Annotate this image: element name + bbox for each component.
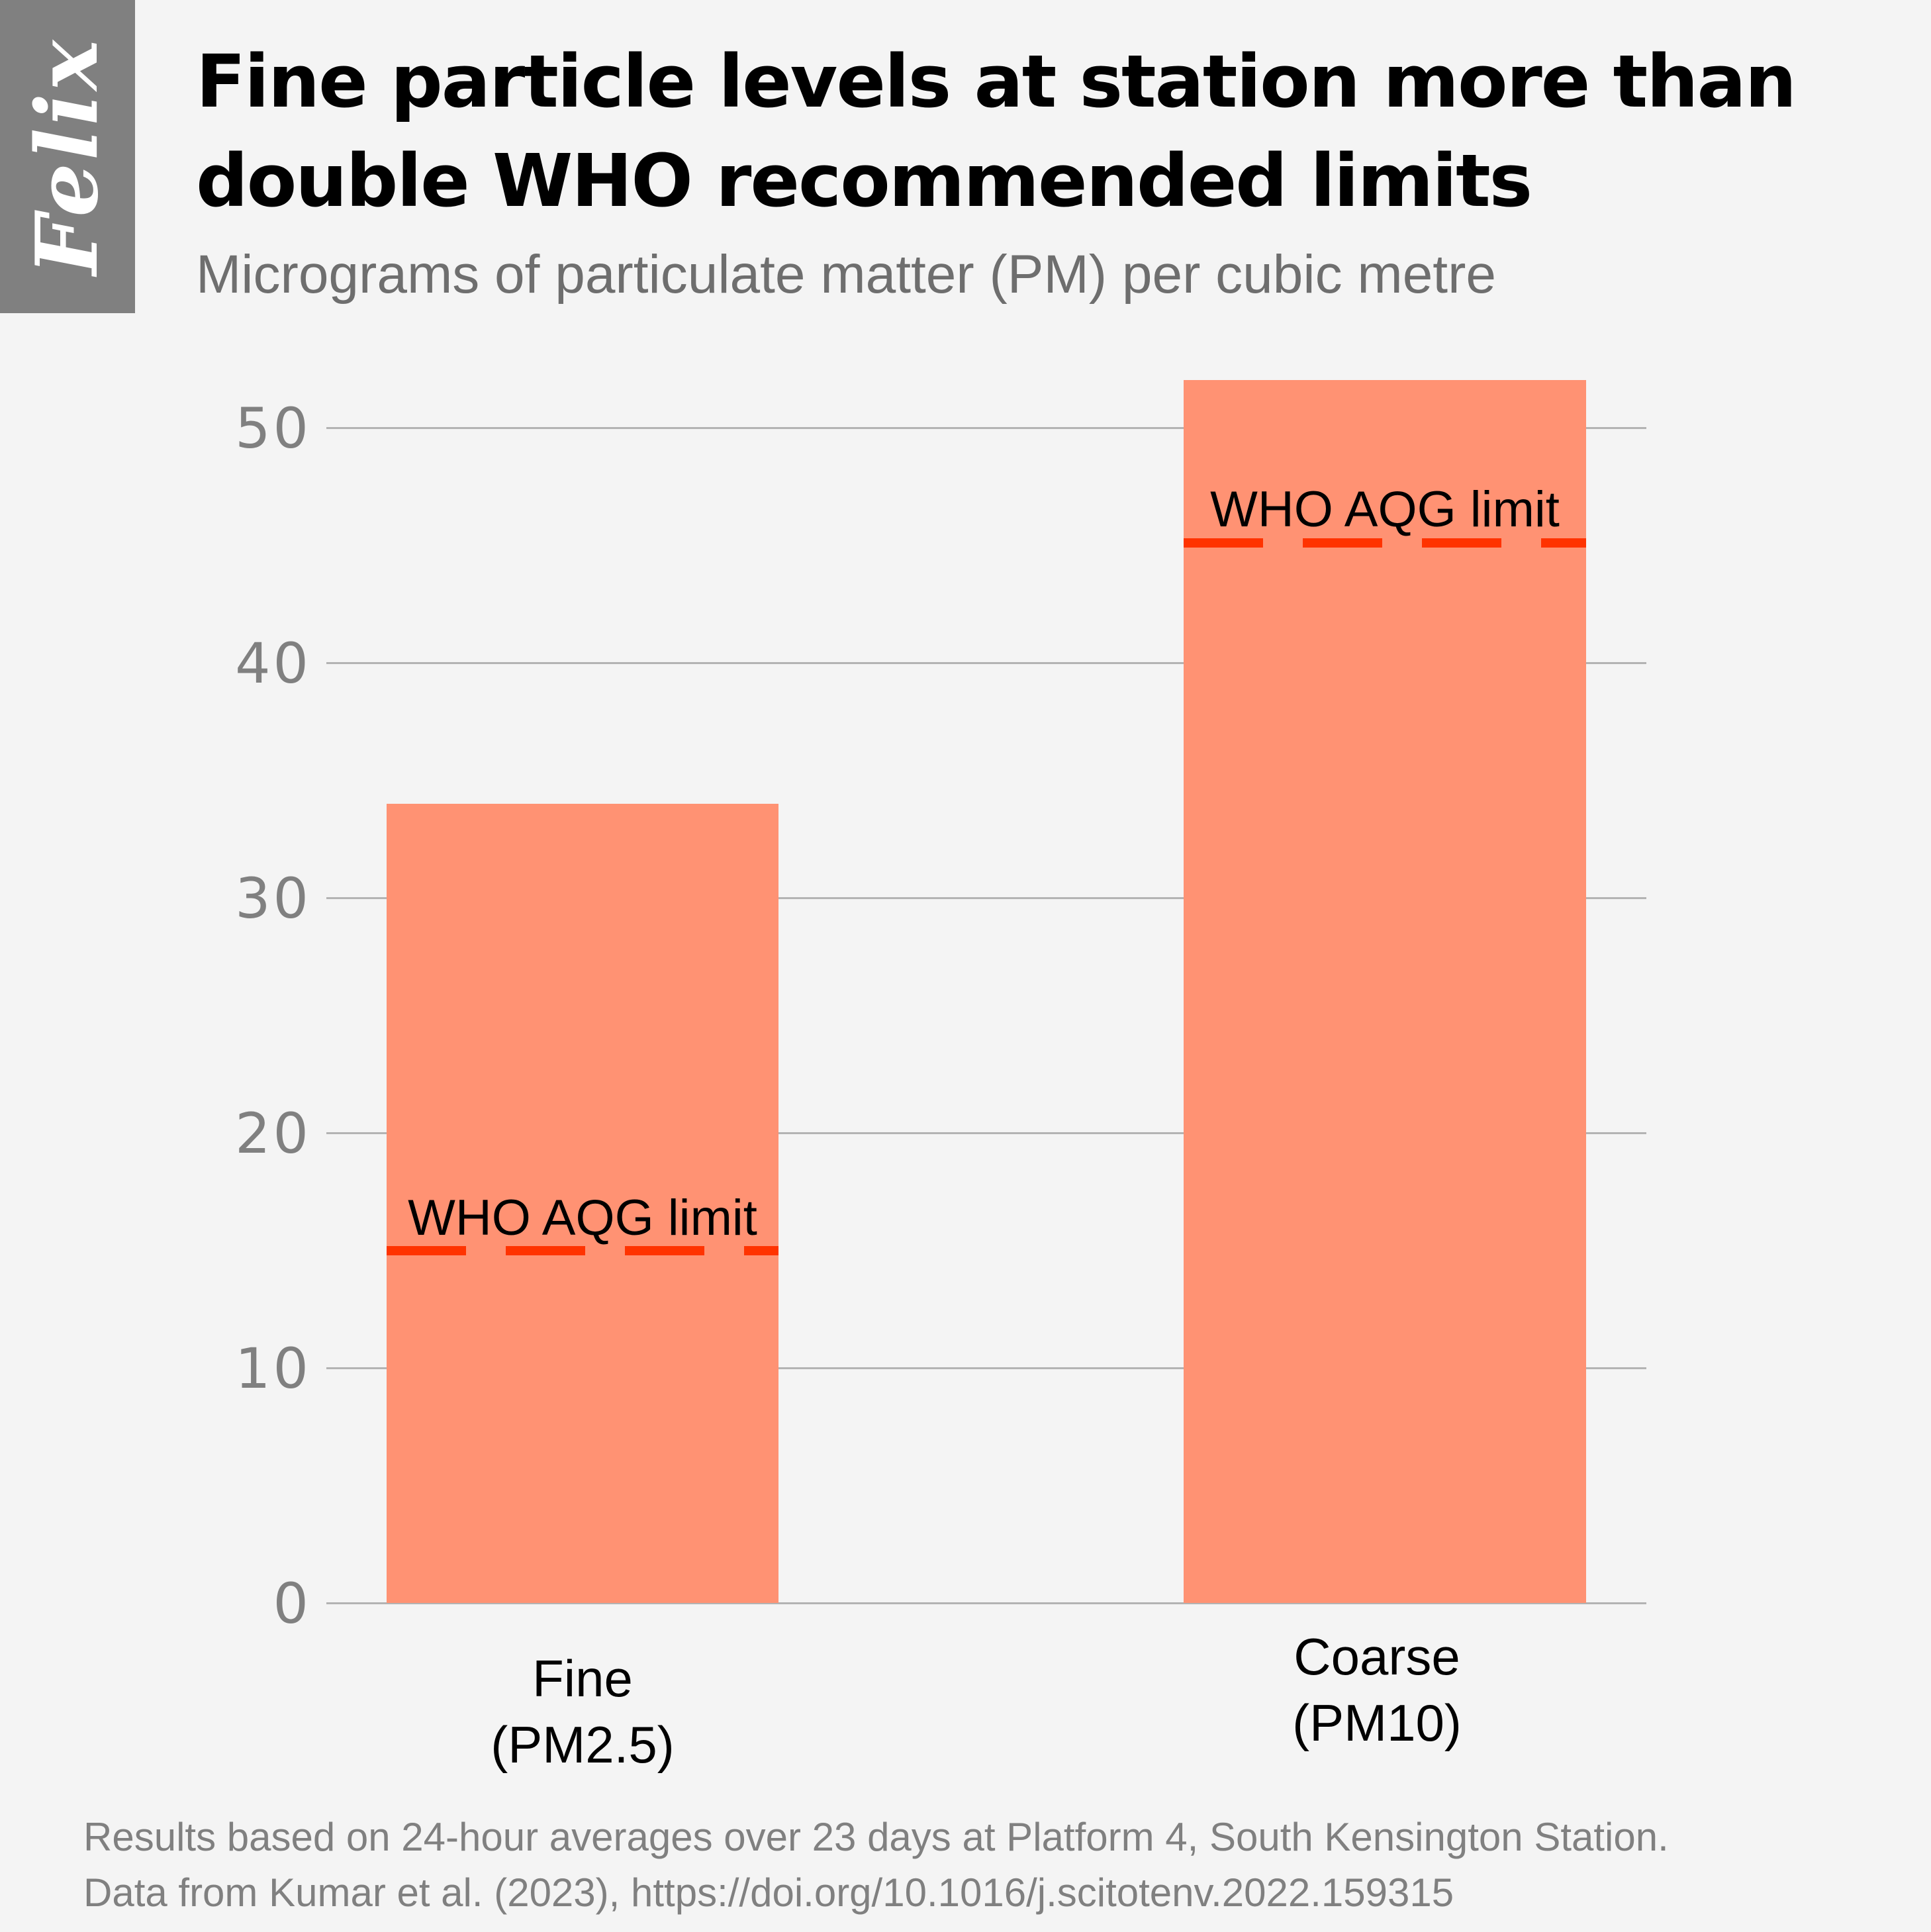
footer-source: Data from Kumar et al. (2023), https://d… [83, 1870, 1454, 1915]
y-tick-label: 30 [235, 866, 311, 931]
x-label-coarse-line2: (PM10) [1292, 1694, 1462, 1752]
y-tick-label: 0 [273, 1571, 311, 1636]
felix-logo: Felix [0, 0, 135, 313]
gridline-10 [326, 1367, 1646, 1369]
gridline-40 [326, 662, 1646, 664]
x-label-fine: Fine (PM2.5) [450, 1645, 715, 1778]
x-label-coarse: Coarse (PM10) [1245, 1623, 1509, 1756]
who-limit-label-coarse: WHO AQG limit [1210, 481, 1560, 538]
y-tick-label: 50 [235, 396, 311, 461]
gridline-30 [326, 897, 1646, 899]
who-limit-line-fine [387, 1246, 778, 1255]
brand-name: Felix [18, 37, 117, 275]
y-tick-label: 20 [235, 1101, 311, 1166]
gridline-0 [326, 1602, 1646, 1604]
gridline-20 [326, 1132, 1646, 1134]
who-limit-line-coarse [1184, 538, 1586, 548]
chart-title: Fine particle levels at station more tha… [196, 39, 1797, 223]
bar-coarse-pm10 [1184, 380, 1586, 1603]
footer-note: Results based on 24-hour averages over 2… [83, 1815, 1669, 1859]
who-limit-label-fine: WHO AQG limit [408, 1190, 757, 1246]
chart-subtitle: Micrograms of particulate matter (PM) pe… [196, 244, 1496, 305]
x-label-coarse-line1: Coarse [1294, 1627, 1460, 1686]
y-tick-label: 40 [235, 631, 311, 696]
gridline-50 [326, 427, 1646, 429]
y-tick-label: 10 [235, 1336, 311, 1401]
bar-fine-pm25 [387, 804, 778, 1603]
x-label-fine-line1: Fine [532, 1649, 633, 1708]
x-label-fine-line2: (PM2.5) [491, 1715, 675, 1774]
